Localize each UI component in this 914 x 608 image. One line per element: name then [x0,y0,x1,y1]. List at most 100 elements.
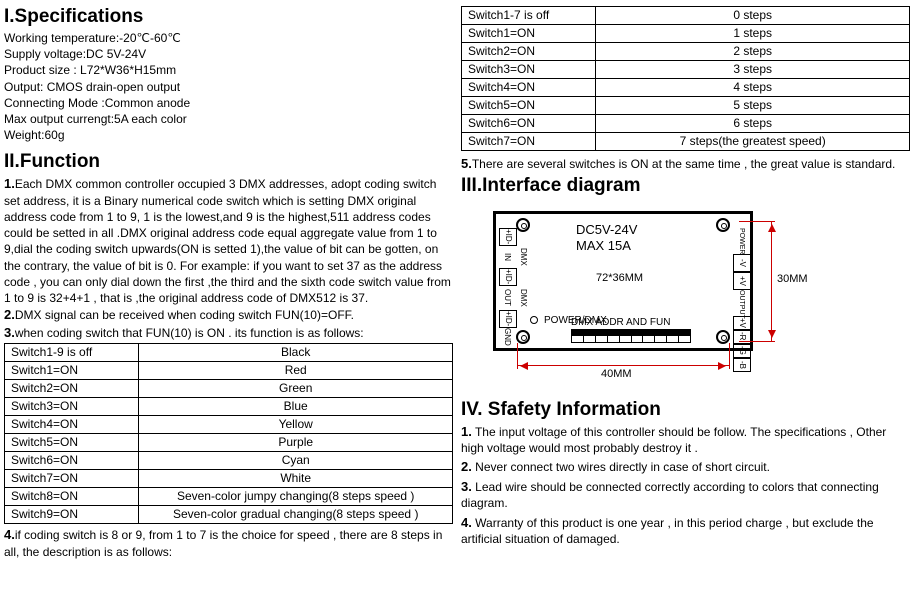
safety-text: Never connect two wires directly in case… [472,460,770,474]
page-root: I.Specifications Working temperature:-20… [4,4,910,604]
safety-num: 4. [461,515,472,530]
func-p4-text: if coding switch is 8 or 9, from 1 to 7 … [4,528,442,559]
table-row: Switch1=ONRed [5,362,453,380]
table-cell: Switch4=ON [462,79,596,97]
table-cell: Switch7=ON [462,133,596,151]
table-cell: Switch3=ON [5,398,139,416]
func-p5-text: There are several switches is ON at the … [472,157,896,171]
board-outline: +ID- DMX IN +ID- DMX OUT +ID- GND POWER … [493,211,753,351]
safety-num: 1. [461,424,472,439]
table-cell: 4 steps [596,79,910,97]
table-cell: Blue [139,398,453,416]
screw-icon [516,330,530,344]
table-cell: 6 steps [596,115,910,133]
table-cell: Cyan [139,452,453,470]
table-cell: 1 steps [596,25,910,43]
func-p1: 1.Each DMX common controller occupied 3 … [4,175,453,306]
table-cell: Switch6=ON [462,115,596,133]
specifications-heading: I.Specifications [4,6,453,28]
num-5: 5. [461,156,472,171]
num-1: 1. [4,176,15,191]
func-p3-text: when coding switch that FUN(10) is ON . … [15,326,364,340]
term-label: POWER [733,228,749,254]
table-cell: Red [139,362,453,380]
table-cell: White [139,470,453,488]
func-p1-text: Each DMX common controller occupied 3 DM… [4,177,451,305]
term-label: DMX IN [499,246,531,268]
term-label: DMX OUT [499,286,531,310]
term: -G [733,344,751,358]
table-row: Switch2=ONGreen [5,380,453,398]
dimension-height-label: 30MM [777,273,808,285]
dip-switch [571,329,691,343]
board-addr-label: DMX ADDR AND FUN [571,317,670,328]
term-label: GND [499,328,515,344]
func-p2-text: DMX signal can be received when coding s… [15,308,354,322]
left-column: I.Specifications Working temperature:-20… [4,4,453,604]
safety-list: 1. The input voltage of this controller … [461,423,910,548]
table-row: Switch2=ON2 steps [462,43,910,61]
table-row: Switch9=ONSeven-color gradual changing(8… [5,506,453,524]
term: -V [733,254,751,272]
safety-heading: IV. Sfafety Information [461,399,910,421]
table-cell: Switch9=ON [5,506,139,524]
table-row: Switch4=ONYellow [5,416,453,434]
led-icon [530,316,538,324]
spec-line: Connecting Mode :Common anode [4,95,453,111]
interface-diagram: +ID- DMX IN +ID- DMX OUT +ID- GND POWER … [471,203,821,393]
table-row: Switch6=ONCyan [5,452,453,470]
color-table: Switch1-9 is offBlackSwitch1=ONRedSwitch… [4,343,453,524]
safety-text: Lead wire should be connected correctly … [461,480,879,511]
table-row: Switch3=ON3 steps [462,61,910,79]
table-cell: Yellow [139,416,453,434]
num-4: 4. [4,527,15,542]
safety-item: 3. Lead wire should be connected correct… [461,478,910,512]
term: +ID- [499,310,517,328]
table-row: Switch5=ON5 steps [462,97,910,115]
table-cell: Switch5=ON [462,97,596,115]
spec-line: Weight:60g [4,127,453,143]
table-cell: Switch5=ON [5,434,139,452]
speed-table: Switch1-7 is off0 stepsSwitch1=ON1 steps… [461,6,910,151]
table-row: Switch1=ON1 steps [462,25,910,43]
function-heading: II.Function [4,151,453,173]
func-p4: 4.if coding switch is 8 or 9, from 1 to … [4,526,453,560]
spec-line: Working temperature:-20℃-60℃ [4,30,453,46]
dimension-tick [739,221,775,222]
table-row: Switch1-9 is offBlack [5,344,453,362]
specifications-list: Working temperature:-20℃-60℃ Supply volt… [4,30,453,143]
func-p2: 2.DMX signal can be received when coding… [4,306,453,324]
table-row: Switch7=ON7 steps(the greatest speed) [462,133,910,151]
screw-icon [716,218,730,232]
safety-item: 2. Never connect two wires directly in c… [461,458,910,476]
num-3: 3. [4,325,15,340]
table-cell: 3 steps [596,61,910,79]
dimension-width-label: 40MM [601,368,632,380]
table-cell: 2 steps [596,43,910,61]
table-cell: 0 steps [596,7,910,25]
term: +V [733,316,751,330]
term: +V [733,272,751,290]
table-row: Switch7=ONWhite [5,470,453,488]
safety-item: 4. Warranty of this product is one year … [461,514,910,548]
dimension-width [517,365,729,366]
safety-text: Warranty of this product is one year , i… [461,516,874,547]
dimension-height [771,221,772,341]
right-terminals: POWER -V +V OUTPUT +V -R -G -B [733,228,747,372]
board-current: MAX 15A [576,238,631,253]
safety-num: 3. [461,479,472,494]
interface-heading: III.Interface diagram [461,175,910,197]
table-cell: Black [139,344,453,362]
term-label: OUTPUT [733,290,749,316]
table-cell: Seven-color jumpy changing(8 steps speed… [139,488,453,506]
num-2: 2. [4,307,15,322]
table-row: Switch6=ON6 steps [462,115,910,133]
table-cell: Seven-color gradual changing(8 steps spe… [139,506,453,524]
safety-text: The input voltage of this controller sho… [461,425,886,456]
table-row: Switch1-7 is off0 steps [462,7,910,25]
term: +ID- [499,268,517,286]
spec-line: Max output currengt:5A each color [4,111,453,127]
safety-num: 2. [461,459,472,474]
dimension-tick [739,341,775,342]
term: +ID- [499,228,517,246]
